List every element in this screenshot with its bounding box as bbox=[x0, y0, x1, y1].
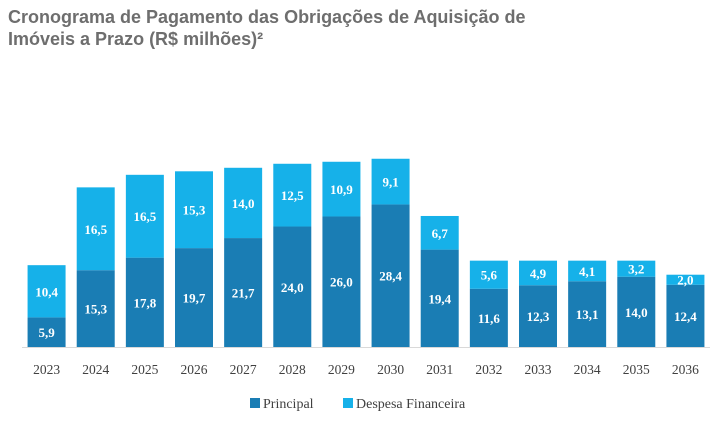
data-label-principal-2025: 17,8 bbox=[133, 295, 156, 310]
bar-principal-2024 bbox=[76, 270, 115, 347]
legend: Principal Despesa Financeira bbox=[250, 397, 466, 412]
data-label-despesa-2028: 12,5 bbox=[281, 188, 304, 203]
legend-label-despesa: Despesa Financeira bbox=[356, 397, 466, 412]
bar-despesa-2023 bbox=[27, 265, 66, 318]
data-label-principal-2034: 13,1 bbox=[576, 307, 599, 322]
data-label-despesa-2036: 2,0 bbox=[677, 273, 693, 288]
bar-principal-2034 bbox=[568, 281, 607, 347]
bar-despesa-2028 bbox=[273, 163, 312, 227]
x-tick-labels: 2023 2024 2025 2026 2027 2028 2029 2030 2031 2032… bbox=[33, 362, 699, 377]
bar-principal-2036 bbox=[666, 284, 705, 347]
data-label-principal-2030: 28,4 bbox=[379, 269, 402, 284]
bar-principal-2023 bbox=[27, 317, 66, 347]
bar-despesa-2033 bbox=[519, 260, 557, 286]
data-label-principal-2036: 12,4 bbox=[674, 309, 697, 324]
x-tick-label: 2034 bbox=[574, 362, 601, 377]
data-label-principal-2023: 5,9 bbox=[38, 325, 55, 340]
bar-despesa-2025 bbox=[125, 174, 164, 258]
data-label-principal-2033: 12,3 bbox=[527, 309, 550, 324]
x-tick-label: 2031 bbox=[426, 362, 453, 377]
data-label-principal-2029: 26,0 bbox=[330, 275, 353, 290]
data-label-principal-2035: 14,0 bbox=[625, 305, 648, 320]
bar-despesa-2029 bbox=[322, 161, 361, 217]
bar-principal-2033 bbox=[519, 285, 557, 347]
chart-title-line-2: Imóveis a Prazo (R$ milhões)² bbox=[8, 29, 264, 49]
data-label-despesa-2031: 6,7 bbox=[432, 226, 449, 241]
data-label-principal-2028: 24,0 bbox=[281, 280, 304, 295]
bar-principal-2029 bbox=[322, 216, 361, 347]
x-tick-label: 2025 bbox=[131, 362, 158, 377]
legend-swatch-principal bbox=[250, 398, 260, 408]
bar-principal-2030 bbox=[371, 204, 410, 347]
x-tick-label: 2033 bbox=[525, 362, 552, 377]
data-label-principal-2024: 15,3 bbox=[84, 302, 107, 317]
data-label-despesa-2033: 4,9 bbox=[530, 266, 547, 281]
data-label-principal-2031: 19,4 bbox=[428, 291, 451, 306]
bar-principal-2025 bbox=[125, 257, 164, 347]
bars-group: 5,9 10,4 15,3 16,5 17,8 16,5 19,7 15,3 21,7 14,0 2… bbox=[27, 158, 705, 347]
legend-swatch-despesa bbox=[343, 398, 353, 408]
bar-despesa-2027 bbox=[224, 167, 263, 239]
x-tick-label: 2035 bbox=[623, 362, 650, 377]
bar-despesa-2032 bbox=[469, 260, 508, 289]
data-label-despesa-2034: 4,1 bbox=[579, 264, 595, 279]
bar-despesa-2035 bbox=[617, 260, 656, 277]
bar-despesa-2036 bbox=[666, 274, 705, 285]
bar-principal-2035 bbox=[617, 276, 656, 347]
data-label-principal-2026: 19,7 bbox=[183, 291, 206, 306]
legend-label-principal: Principal bbox=[263, 397, 314, 412]
bar-despesa-2034 bbox=[568, 260, 607, 282]
x-tick-label: 2024 bbox=[82, 362, 109, 377]
x-tick-label: 2029 bbox=[328, 362, 355, 377]
bar-principal-2028 bbox=[273, 226, 312, 347]
bar-despesa-2024 bbox=[76, 187, 115, 271]
bar-principal-2031 bbox=[420, 249, 459, 347]
data-label-despesa-2030: 9,1 bbox=[382, 175, 398, 190]
x-tick-label: 2023 bbox=[33, 362, 60, 377]
bar-principal-2032 bbox=[469, 288, 508, 347]
bar-despesa-2030 bbox=[371, 158, 410, 205]
data-label-despesa-2026: 15,3 bbox=[183, 203, 206, 218]
data-label-despesa-2024: 16,5 bbox=[84, 222, 107, 237]
x-tick-label: 2026 bbox=[181, 362, 208, 377]
chart-title: Cronograma de Pagamento das Obrigações d… bbox=[8, 6, 708, 50]
x-tick-label: 2030 bbox=[377, 362, 404, 377]
data-label-despesa-2027: 14,0 bbox=[232, 196, 255, 211]
x-tick-label: 2032 bbox=[475, 362, 502, 377]
bar-despesa-2031 bbox=[420, 215, 459, 250]
x-tick-label: 2027 bbox=[230, 362, 257, 377]
x-tick-label: 2028 bbox=[279, 362, 306, 377]
data-label-principal-2027: 21,7 bbox=[232, 286, 255, 301]
bar-despesa-2026 bbox=[175, 171, 213, 249]
data-label-despesa-2032: 5,6 bbox=[481, 268, 498, 283]
chart-title-line-1: Cronograma de Pagamento das Obrigações d… bbox=[8, 7, 526, 27]
data-label-despesa-2035: 3,2 bbox=[628, 262, 644, 277]
x-tick-label: 2036 bbox=[672, 362, 699, 377]
bar-principal-2026 bbox=[175, 248, 213, 347]
data-label-principal-2032: 11,6 bbox=[478, 311, 501, 326]
bar-principal-2027 bbox=[224, 238, 263, 347]
data-label-despesa-2025: 16,5 bbox=[133, 209, 156, 224]
data-label-despesa-2029: 10,9 bbox=[330, 182, 353, 197]
data-label-despesa-2023: 10,4 bbox=[35, 284, 58, 299]
